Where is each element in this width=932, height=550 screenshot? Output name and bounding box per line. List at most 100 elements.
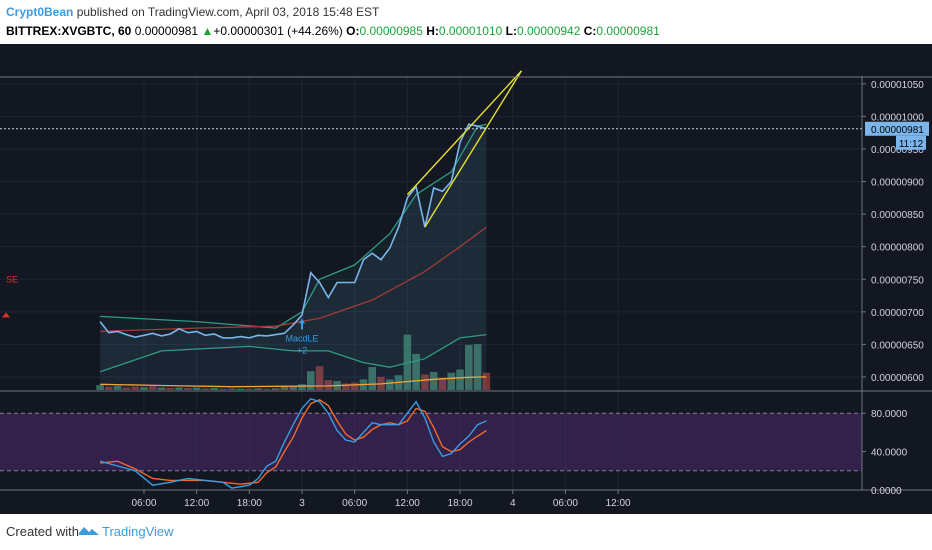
time-tick-label: 06:00 <box>131 498 156 509</box>
volume-bar <box>157 387 166 390</box>
sma-line <box>100 226 487 333</box>
volume-bar <box>184 387 192 390</box>
volume-bar <box>201 388 210 390</box>
rsi-tick-label: 80.0000 <box>871 409 908 420</box>
time-tick-label: 06:00 <box>342 498 367 509</box>
tradingview-logo-icon[interactable] <box>78 523 100 539</box>
countdown-label: 11:12 <box>899 139 924 150</box>
low-value: 0.00000942 <box>516 24 581 38</box>
volume-bar <box>306 371 315 390</box>
volume-bar <box>192 387 201 390</box>
volume-bar <box>131 386 139 390</box>
author-link[interactable]: Crypt0Bean <box>6 5 74 19</box>
published-text: published on TradingView.com, April 03, … <box>73 5 380 19</box>
volume-bar <box>210 387 218 390</box>
sell-marker-label: SE <box>6 275 18 285</box>
volume-bar <box>236 388 245 390</box>
open-label: O: <box>346 24 360 38</box>
volume-bar <box>482 372 491 390</box>
price-area <box>100 124 487 390</box>
bollinger-upper-line <box>100 123 487 329</box>
sell-marker-icon <box>2 312 10 318</box>
volume-bar <box>324 380 333 390</box>
price-tick-label: 0.00000800 <box>871 243 924 254</box>
volume-bar <box>148 386 157 390</box>
chart-canvas[interactable]: MacdLE +2 SE 0.00000600 0.00000650 0.00000700… <box>0 44 932 514</box>
volume-bar <box>465 344 473 390</box>
time-tick-label: 12:00 <box>395 498 420 509</box>
volume-bar <box>96 385 104 390</box>
high-value: 0.00001010 <box>438 24 503 38</box>
price-tick-label: 0.00000900 <box>871 178 924 189</box>
rsi-tick-label: 0.0000 <box>871 486 902 497</box>
signal-sublabel: +2 <box>297 345 307 355</box>
volume-bar <box>368 367 377 390</box>
volume-bar <box>412 353 420 390</box>
time-tick-label: 18:00 <box>237 498 262 509</box>
close-label: C: <box>583 24 597 38</box>
wedge-lower-trendline <box>424 70 523 228</box>
close-value: 0.00000981 <box>596 24 660 38</box>
tradingview-link[interactable]: TradingView <box>102 524 174 539</box>
open-value: 0.00000985 <box>359 24 423 38</box>
last-price-tag-label: 0.00000981 <box>871 125 924 136</box>
symbol-line: BITTREX:XVGBTC, 60 0.00000981 ▲+0.000003… <box>6 24 660 38</box>
time-tick-label: 12:00 <box>184 498 209 509</box>
time-tick-label: 4 <box>510 498 516 509</box>
volume-bar <box>473 344 482 390</box>
wedge-upper-trendline <box>406 70 523 196</box>
volume-bar <box>350 382 359 390</box>
volume-bar <box>245 388 254 390</box>
volume-bar <box>227 388 236 390</box>
created-with-text: Created with <box>6 524 79 539</box>
volume-bar <box>280 386 289 390</box>
volume-bar <box>219 388 227 390</box>
time-tick-label: 12:00 <box>606 498 631 509</box>
price-tick-label: 0.00000950 <box>871 145 924 156</box>
price-tick-label: 0.00000600 <box>871 373 924 384</box>
volume-bar <box>254 388 262 390</box>
time-tick-label: 3 <box>299 498 305 509</box>
last-price: 0.00000981 <box>134 24 199 38</box>
bollinger-lower-line <box>99 333 487 373</box>
volume-bar <box>315 366 324 390</box>
volume-bar <box>263 388 271 390</box>
volume-bar <box>271 388 280 390</box>
last-price-tag <box>865 121 929 136</box>
axis-labels: MacdLE +2 SE 0.00000600 0.00000650 0.00000700… <box>2 80 929 509</box>
volume-bar <box>175 387 183 390</box>
volume-bar <box>456 369 464 390</box>
high-label: H: <box>426 24 439 38</box>
volume-bar <box>122 387 131 390</box>
rsi-k-line <box>99 397 487 489</box>
price-tick-label: 0.00000750 <box>871 275 924 286</box>
symbol-label: BITTREX:XVGBTC, 60 <box>6 24 132 38</box>
price-line <box>99 123 487 339</box>
volume-bar <box>342 383 350 390</box>
volume-bar <box>166 387 175 390</box>
volume-bar <box>113 385 122 390</box>
volume-bar <box>447 372 456 390</box>
time-tick-label: 18:00 <box>448 498 473 509</box>
price-tick-label: 0.00000700 <box>871 308 924 319</box>
signal-arrow-icon <box>299 318 305 330</box>
volume-bar <box>298 384 306 390</box>
volume-bar <box>105 386 113 390</box>
footer: Created with TradingView <box>0 514 932 550</box>
volume-ma-line <box>100 376 487 388</box>
price-tick-label: 0.00000850 <box>871 210 924 221</box>
time-tick-label: 06:00 <box>553 498 578 509</box>
axes <box>0 76 932 491</box>
price-tick-label: 0.00001000 <box>871 112 924 123</box>
signal-label: MacdLE <box>285 333 318 343</box>
volume-bar <box>289 385 298 390</box>
low-label: L: <box>505 24 517 38</box>
price-tick-label: 0.00001050 <box>871 80 924 91</box>
volume-bar <box>386 379 394 390</box>
rsi-tick-label: 40.0000 <box>871 448 908 459</box>
volume-bar <box>429 371 438 390</box>
change-value: +0.00000301 (+44.26%) <box>213 24 343 38</box>
volume-bar <box>140 387 148 390</box>
volume-bar <box>421 374 429 390</box>
series-lines <box>0 70 862 489</box>
